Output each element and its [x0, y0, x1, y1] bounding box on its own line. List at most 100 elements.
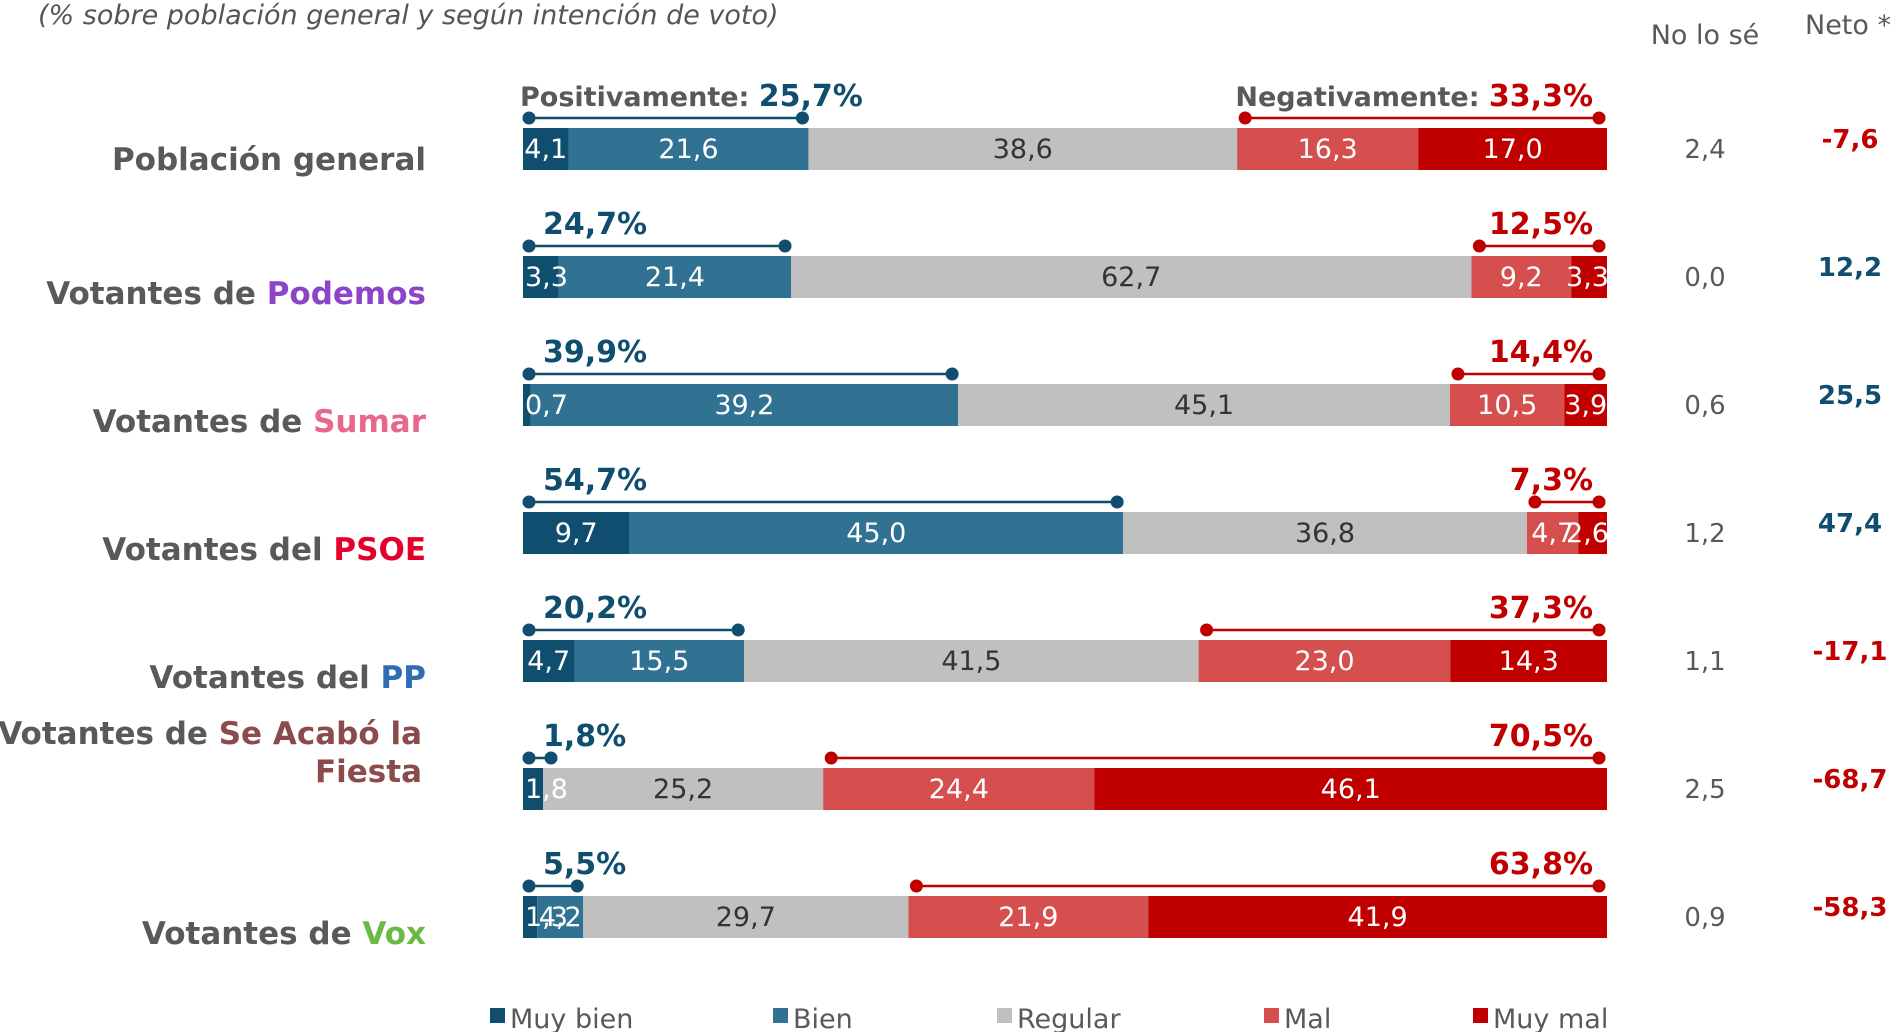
bar-segment-muy-mal [1564, 384, 1607, 426]
legend-item: Regular [997, 1004, 1121, 1032]
bar-segment-mal [823, 768, 1095, 810]
segment-value-label: 4,7 [527, 646, 570, 677]
segment-value-label: 9,2 [1500, 262, 1543, 293]
segment-value-label: 38,6 [993, 134, 1053, 165]
segment-value-label: 4,1 [524, 134, 567, 165]
positive-bracket-dot [1110, 495, 1124, 509]
legend-item: Bien [773, 1004, 853, 1032]
bar-segment-muy-bien [523, 640, 575, 682]
segment-value-label: 62,7 [1101, 262, 1161, 293]
no-lo-se-value: 1,2 [1684, 519, 1725, 549]
positive-summary-value: 39,9% [543, 335, 647, 370]
neto-value: 25,5 [1818, 381, 1882, 411]
row-label-prefix: Votantes de [142, 916, 363, 952]
row-label-prefix: Votantes del [149, 660, 380, 696]
negative-summary-value: 63,8% [1489, 847, 1593, 882]
neto-value: -68,7 [1813, 765, 1888, 795]
legend: Muy bien Bien Regular Mal Muy mal [490, 1004, 1608, 1032]
chart-row: Votantes de Podemos 3,3 21,4 62,7 9,2 3,3 24,7… [46, 207, 1882, 312]
row-label: Votantes de Se Acabó la [0, 716, 422, 752]
negative-summary-value: 12,5% [1489, 207, 1593, 242]
bar-rows: Población general 4,1 21,6 38,6 16,3 17,0 Posi… [0, 79, 1887, 952]
negative-summary-prefix: Negativamente: [1235, 82, 1489, 113]
positive-bracket-dot [522, 239, 536, 253]
segment-value-label: 24,4 [929, 774, 989, 805]
bar-segment-muy-bien [523, 512, 630, 554]
row-label-party: PP [381, 660, 426, 696]
bar-segment-regular [583, 896, 909, 938]
column-header-no-lo-se: No lo sé [1651, 20, 1760, 51]
row-label-party: Se Acabó la [219, 716, 422, 752]
row-label: Votantes del PSOE [102, 532, 426, 568]
row-label-prefix: Votantes de [46, 276, 267, 312]
chart-row: Votantes del PP 4,7 15,5 41,5 23,0 14,3 20,2% 3… [149, 591, 1887, 696]
segment-value-label: 21,6 [658, 134, 718, 165]
bar-segment-regular [744, 640, 1199, 682]
neto-value: -7,6 [1822, 125, 1879, 155]
segment-value-label: 17,0 [1483, 134, 1543, 165]
bar-segment-muy-bien [523, 128, 569, 170]
bar-segment-mal [1471, 256, 1572, 298]
segment-value-label: 3,9 [1564, 390, 1607, 421]
legend-swatch [1264, 1008, 1279, 1023]
bar-segment-mal [1237, 128, 1419, 170]
positive-bracket-dot [522, 111, 536, 125]
segment-value-label: 1,8 [525, 774, 568, 805]
bar-segment-muy-bien [523, 256, 559, 298]
legend-swatch [490, 1008, 505, 1023]
no-lo-se-value: 0,6 [1684, 391, 1725, 421]
segment-value-label: 0,7 [525, 390, 568, 421]
positive-summary-value: 5,5% [543, 847, 626, 882]
row-label: Votantes de Vox [142, 916, 426, 952]
segment-value-label: 9,7 [555, 518, 598, 549]
negative-bracket-dot [1592, 495, 1606, 509]
bar-segment-mal [1449, 384, 1565, 426]
row-label: Población general [112, 142, 426, 178]
bar-segment-muy-bien [523, 768, 544, 810]
negative-bracket-dot [1528, 495, 1542, 509]
segment-value-label: 41,9 [1348, 902, 1408, 933]
bar-segment-bien [537, 896, 584, 938]
chart-row: Votantes del PSOE 9,7 45,0 36,8 4,72,6 54,7% 7… [102, 463, 1882, 568]
bar-segment-regular [808, 128, 1238, 170]
positive-summary: Positivamente: 25,7% [520, 79, 863, 114]
segment-value-label: 21,4 [645, 262, 705, 293]
positive-bracket-dot [945, 367, 959, 381]
segment-value-label: 25,2 [653, 774, 713, 805]
legend-swatch [773, 1008, 788, 1023]
positive-summary-prefix: Positivamente: [520, 82, 759, 113]
row-label: Votantes del PP [149, 660, 426, 696]
negative-bracket-dot [1592, 111, 1606, 125]
legend-item: Muy bien [490, 1004, 633, 1032]
segment-value-label: 21,9 [998, 902, 1058, 933]
bar-segment-muy-mal [1578, 512, 1607, 554]
bar-segment-bien [530, 384, 959, 426]
no-lo-se-value: 0,9 [1684, 903, 1725, 933]
bar-segment-mal [908, 896, 1149, 938]
negative-summary-value: 70,5% [1489, 719, 1593, 754]
bar-segment-mal [1198, 640, 1451, 682]
positive-bracket-dot [544, 751, 558, 765]
chart-row: Votantes de Sumar 0,7 39,2 45,1 10,5 3,9 39,9%… [93, 335, 1882, 440]
segment-value-label: 41,5 [941, 646, 1001, 677]
positive-bracket-dot [778, 239, 792, 253]
negative-summary-value: 14,4% [1489, 335, 1593, 370]
bar-segment-muy-bien [523, 384, 531, 426]
row-label: Votantes de Sumar [93, 404, 427, 440]
segment-value-label: 3,3 [1566, 262, 1609, 293]
negative-bracket-dot [1592, 879, 1606, 893]
bar-segment-bien [574, 640, 745, 682]
bar-segment-muy-mal [1450, 640, 1607, 682]
positive-bracket-dot [522, 879, 536, 893]
segment-value-label: 1,3 [525, 902, 568, 933]
row-label-prefix: Votantes de [93, 404, 314, 440]
negative-bracket-dot [1592, 623, 1606, 637]
legend-swatch [997, 1008, 1012, 1023]
bar-segment-mal [1526, 512, 1579, 554]
segment-value-label: 4,2 [539, 902, 582, 933]
segment-value-label: 15,5 [629, 646, 689, 677]
bar-segment-regular [791, 256, 1472, 298]
bar-segment-regular [1123, 512, 1527, 554]
